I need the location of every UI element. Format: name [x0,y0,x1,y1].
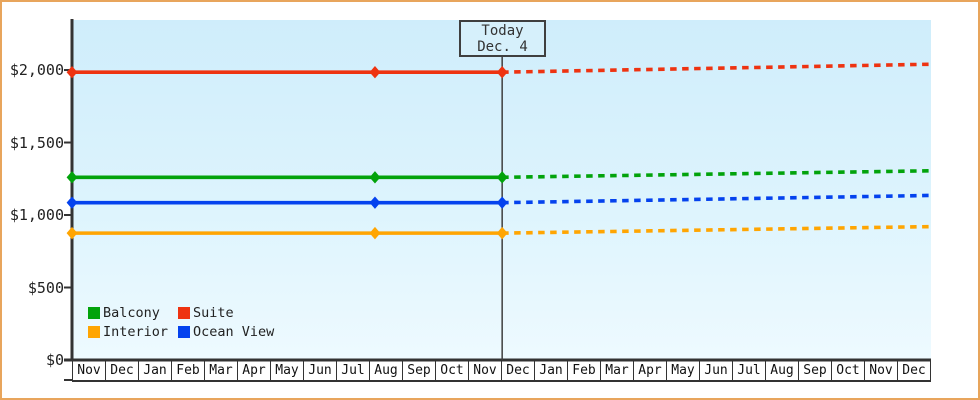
x-axis-month-label: Nov [864,361,897,380]
x-axis-month-label: Jan [138,361,171,380]
legend-label: Balcony [103,305,160,321]
y-axis-tick-label: $2,000 [9,61,64,80]
x-axis-baseline-extension [64,379,72,381]
x-axis-month-label: Nov [468,361,501,380]
data-point-marker-suite [369,65,381,79]
x-axis-month-label: Feb [171,361,204,380]
legend-label: Ocean View [193,324,275,340]
legend-item-balcony: Balcony [88,305,178,321]
x-axis-month-label: Jun [303,361,336,380]
data-point-marker-suite [496,65,508,79]
legend-item-interior: Interior [88,324,178,340]
x-axis-month-label: Mar [600,361,633,380]
data-point-marker-ocean-view [369,196,381,209]
y-axis-tick-label: $1,500 [9,133,64,152]
legend-item-ocean-view: Ocean View [178,324,274,340]
x-axis-month-label: Jun [699,361,732,380]
series-forecast-line-suite [502,62,932,74]
x-axis-month-label: Jan [534,361,567,380]
x-axis-month-label: Oct [435,361,468,380]
x-axis-month-label: Dec [897,361,931,380]
x-axis-month-label: Nov [72,361,105,380]
x-axis-month-label: Aug [369,361,402,380]
y-axis-tick-label: $0 [45,351,64,369]
legend: Balcony Suite Interior Ocean View [88,305,274,340]
x-axis-month-label: May [666,361,699,380]
x-axis-month-label: Sep [402,361,435,380]
x-axis-month-label: Dec [501,361,534,380]
x-axis-month-label: Mar [204,361,237,380]
legend-label: Interior [103,324,169,340]
data-point-marker-balcony [369,171,381,184]
x-axis-month-label: May [270,361,303,380]
data-point-marker-ocean-view [496,196,508,209]
legend-swatch-icon [88,326,100,338]
data-point-marker-suite [66,65,78,79]
data-point-marker-interior [66,226,78,240]
x-axis-month-label: Jul [336,361,369,380]
series-forecast-line-interior [502,224,932,235]
x-axis-month-label: Oct [831,361,864,380]
legend-swatch-icon [178,326,190,338]
series-forecast-line-balcony [502,168,932,180]
y-axis-tick-label: $1,000 [9,206,64,224]
x-axis-month-label: Jul [732,361,765,380]
x-axis-month-label: Feb [567,361,600,380]
x-axis-month-row: Nov Dec Jan Feb Mar Apr May Jun Jul Aug Sep Oct Nov D… [72,361,931,382]
legend-item-suite: Suite [178,305,274,321]
today-marker-box: Today Dec. 4 [459,20,546,57]
legend-swatch-icon [88,307,100,319]
data-point-marker-balcony [496,171,508,184]
data-point-marker-balcony [66,171,78,184]
today-label: Today [481,22,524,39]
today-date-label: Dec. 4 [477,38,528,55]
x-axis-month-label: Dec [105,361,138,380]
data-point-marker-interior [369,226,381,240]
x-axis-month-label: Sep [798,361,831,380]
legend-label: Suite [193,305,234,321]
x-axis-month-label: Apr [237,361,270,380]
data-point-marker-ocean-view [66,196,78,209]
legend-swatch-icon [178,307,190,319]
x-axis-month-label: Apr [633,361,666,380]
y-axis-tick-label: $500 [27,278,64,297]
data-point-marker-interior [496,226,508,240]
x-axis-month-label: Aug [765,361,798,380]
series-forecast-line-ocean-view [502,193,932,205]
